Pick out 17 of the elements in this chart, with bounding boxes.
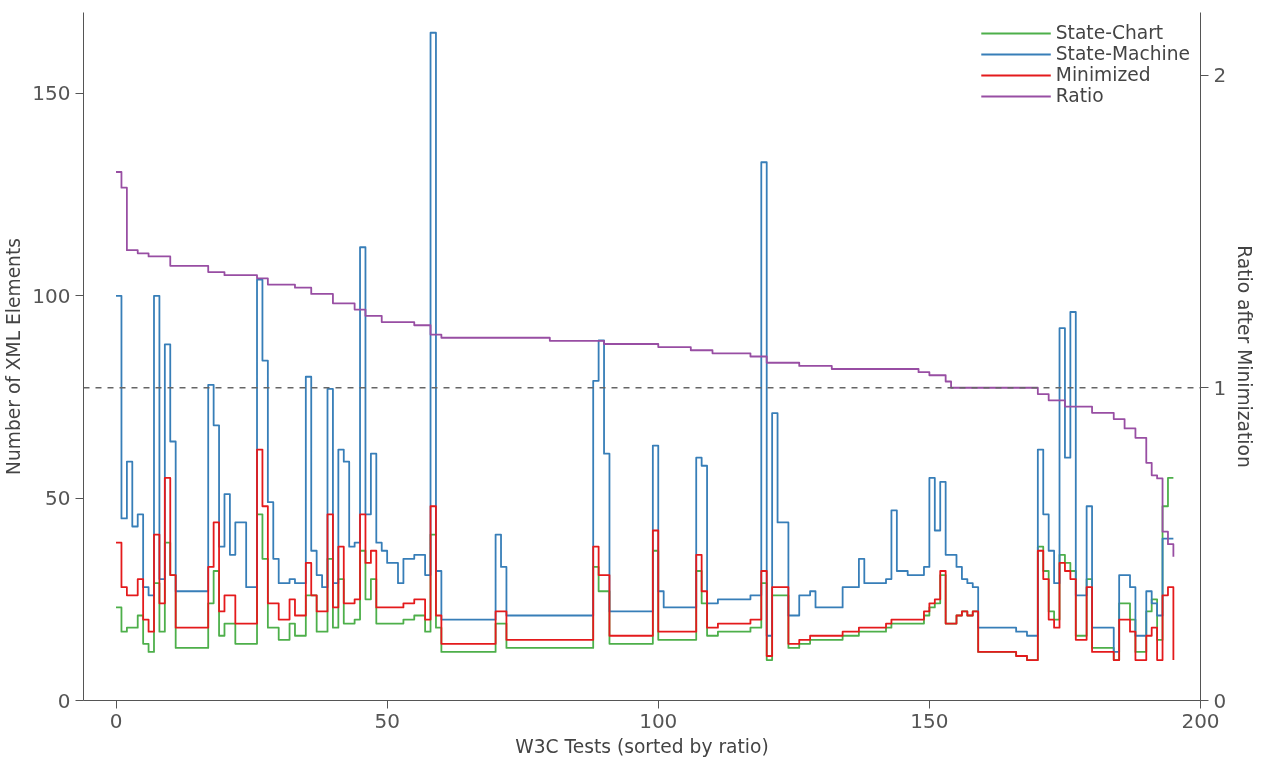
x-tick-label: 50 bbox=[374, 708, 400, 733]
x-tick-label: 0 bbox=[109, 708, 123, 733]
y-tick-label: 150 bbox=[32, 81, 71, 106]
y2-tick-label: 1 bbox=[1213, 375, 1227, 400]
y-tick-label: 100 bbox=[32, 283, 71, 308]
legend-label: Minimized bbox=[1055, 64, 1151, 85]
y2-tick-label: 2 bbox=[1213, 63, 1227, 88]
x-axis-title: W3C Tests (sorted by ratio) bbox=[515, 735, 769, 757]
y2-axis-title: Ratio after Minimization bbox=[1234, 245, 1256, 468]
legend-label: Ratio bbox=[1055, 85, 1104, 106]
legend-label: State-Chart bbox=[1055, 22, 1164, 43]
y-tick-label: 50 bbox=[45, 486, 71, 511]
y-tick-label: 0 bbox=[57, 688, 71, 713]
y-axis-title: Number of XML Elements bbox=[3, 238, 25, 475]
legend-label: State-Machine bbox=[1055, 43, 1190, 64]
x-tick-label: 150 bbox=[910, 708, 949, 733]
x-tick-label: 100 bbox=[639, 708, 678, 733]
